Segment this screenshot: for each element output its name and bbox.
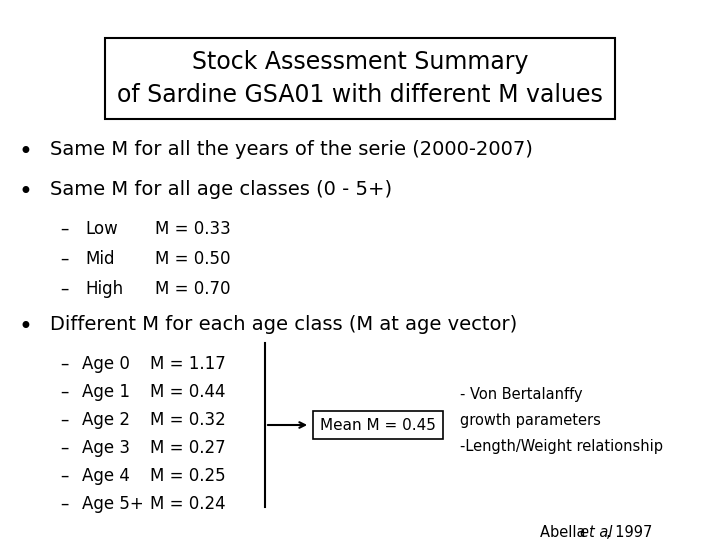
Text: –: – bbox=[60, 439, 68, 457]
Text: –: – bbox=[60, 280, 68, 298]
Text: Age 5+: Age 5+ bbox=[82, 495, 144, 513]
Text: Mid: Mid bbox=[85, 250, 114, 268]
Text: Same M for all age classes (0 - 5+): Same M for all age classes (0 - 5+) bbox=[50, 180, 392, 199]
Text: M = 0.33: M = 0.33 bbox=[155, 220, 230, 238]
Text: , 1997: , 1997 bbox=[606, 525, 652, 540]
Text: growth parameters: growth parameters bbox=[460, 413, 601, 428]
Text: M = 0.50: M = 0.50 bbox=[155, 250, 230, 268]
Text: M = 0.44: M = 0.44 bbox=[150, 383, 225, 401]
Text: High: High bbox=[85, 280, 123, 298]
Text: M = 0.25: M = 0.25 bbox=[150, 467, 225, 485]
Text: et al: et al bbox=[580, 525, 613, 540]
Text: Abella: Abella bbox=[540, 525, 590, 540]
Text: M = 0.32: M = 0.32 bbox=[150, 411, 226, 429]
Text: Age 2: Age 2 bbox=[82, 411, 130, 429]
Text: -Length/Weight relationship: -Length/Weight relationship bbox=[460, 439, 663, 454]
Text: - Von Bertalanffy: - Von Bertalanffy bbox=[460, 387, 582, 402]
Text: Age 0: Age 0 bbox=[82, 355, 130, 373]
Text: M = 0.24: M = 0.24 bbox=[150, 495, 225, 513]
Text: –: – bbox=[60, 411, 68, 429]
Text: M = 0.27: M = 0.27 bbox=[150, 439, 225, 457]
Text: –: – bbox=[60, 495, 68, 513]
Text: M = 0.70: M = 0.70 bbox=[155, 280, 230, 298]
Text: –: – bbox=[60, 355, 68, 373]
Text: Mean M = 0.45: Mean M = 0.45 bbox=[320, 417, 436, 433]
Text: Age 4: Age 4 bbox=[82, 467, 130, 485]
Text: –: – bbox=[60, 467, 68, 485]
Text: Low: Low bbox=[85, 220, 118, 238]
Text: Age 3: Age 3 bbox=[82, 439, 130, 457]
Text: •: • bbox=[18, 315, 32, 339]
Text: M = 1.17: M = 1.17 bbox=[150, 355, 226, 373]
Text: –: – bbox=[60, 220, 68, 238]
Text: •: • bbox=[18, 180, 32, 204]
Text: –: – bbox=[60, 250, 68, 268]
Text: •: • bbox=[18, 140, 32, 164]
Text: Same M for all the years of the serie (2000-2007): Same M for all the years of the serie (2… bbox=[50, 140, 533, 159]
Text: Stock Assessment Summary
of Sardine GSA01 with different M values: Stock Assessment Summary of Sardine GSA0… bbox=[117, 50, 603, 107]
Text: Age 1: Age 1 bbox=[82, 383, 130, 401]
Text: Different M for each age class (M at age vector): Different M for each age class (M at age… bbox=[50, 315, 517, 334]
Text: –: – bbox=[60, 383, 68, 401]
